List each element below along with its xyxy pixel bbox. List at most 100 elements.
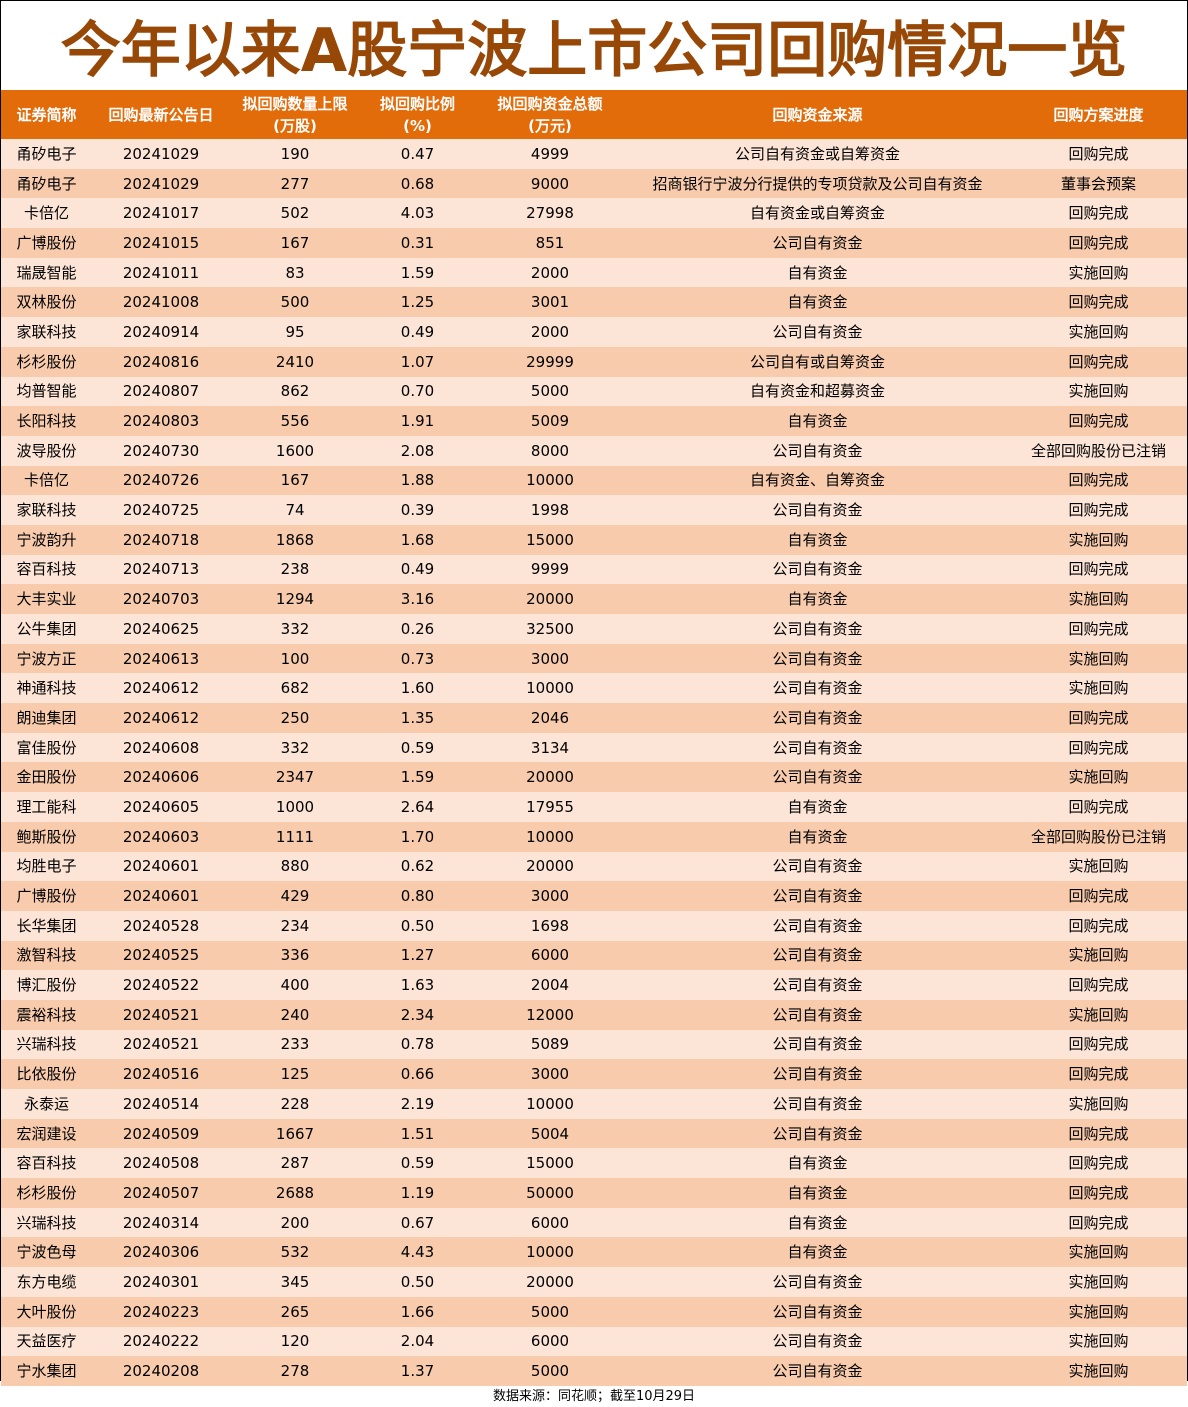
table-row: 甬矽电子 20241029 190 0.47 4999 公司自有资金或自筹资金 回购完成 bbox=[1, 139, 1187, 169]
cell-announce-date: 20240509 bbox=[92, 1118, 230, 1149]
cell-total-amount: 5000 bbox=[475, 1296, 625, 1327]
cell-stock-name: 容百科技 bbox=[1, 1148, 92, 1179]
cell-max-shares: 336 bbox=[230, 940, 360, 971]
cell-total-amount: 9999 bbox=[475, 554, 625, 585]
cell-fund-source: 公司自有资金 bbox=[625, 762, 1010, 793]
cell-progress: 实施回购 bbox=[1010, 1326, 1187, 1357]
cell-progress: 回购完成 bbox=[1010, 346, 1187, 377]
cell-fund-source: 自有资金 bbox=[625, 821, 1010, 852]
cell-announce-date: 20240612 bbox=[92, 703, 230, 733]
cell-total-amount: 20000 bbox=[475, 851, 625, 882]
cell-announce-date: 20240601 bbox=[92, 851, 230, 882]
cell-fund-source: 自有资金 bbox=[625, 584, 1010, 614]
cell-ratio: 1.27 bbox=[360, 940, 475, 971]
cell-total-amount: 9000 bbox=[475, 168, 625, 199]
table-row: 双林股份 20241008 500 1.25 3001 自有资金 回购完成 bbox=[1, 287, 1187, 318]
cell-stock-name: 甬矽电子 bbox=[1, 168, 92, 199]
cell-progress: 实施回购 bbox=[1010, 940, 1187, 971]
table-row: 均胜电子 20240601 880 0.62 20000 公司自有资金 实施回购 bbox=[1, 851, 1187, 882]
cell-stock-name: 金田股份 bbox=[1, 762, 92, 793]
table-row: 朗迪集团 20240612 250 1.35 2046 公司自有资金 回购完成 bbox=[1, 703, 1187, 733]
cell-max-shares: 880 bbox=[230, 851, 360, 882]
cell-progress: 实施回购 bbox=[1010, 643, 1187, 674]
cell-announce-date: 20240514 bbox=[92, 1089, 230, 1119]
cell-total-amount: 3000 bbox=[475, 1059, 625, 1089]
cell-announce-date: 20241029 bbox=[92, 168, 230, 199]
cell-announce-date: 20240522 bbox=[92, 970, 230, 1000]
cell-ratio: 0.26 bbox=[360, 614, 475, 644]
cell-progress: 回购完成 bbox=[1010, 881, 1187, 911]
cell-fund-source: 公司自有资金 bbox=[625, 1029, 1010, 1060]
cell-progress: 回购完成 bbox=[1010, 198, 1187, 229]
cell-total-amount: 2004 bbox=[475, 970, 625, 1000]
cell-ratio: 0.70 bbox=[360, 376, 475, 407]
table-row: 广博股份 20241015 167 0.31 851 公司自有资金 回购完成 bbox=[1, 228, 1187, 258]
column-header-label: 回购方案进度 bbox=[1053, 105, 1144, 124]
table-row: 均普智能 20240807 862 0.70 5000 自有资金和超募资金 实施回购 bbox=[1, 376, 1187, 407]
cell-total-amount: 10000 bbox=[475, 1089, 625, 1119]
cell-fund-source: 公司自有资金或自筹资金 bbox=[625, 139, 1010, 169]
cell-max-shares: 240 bbox=[230, 999, 360, 1030]
cell-progress: 实施回购 bbox=[1010, 762, 1187, 793]
table-row: 卡倍亿 20241017 502 4.03 27998 自有资金或自筹资金 回购完成 bbox=[1, 198, 1187, 229]
cell-max-shares: 277 bbox=[230, 168, 360, 199]
cell-fund-source: 公司自有资金 bbox=[625, 495, 1010, 525]
cell-max-shares: 190 bbox=[230, 139, 360, 169]
cell-progress: 实施回购 bbox=[1010, 257, 1187, 288]
cell-ratio: 0.68 bbox=[360, 168, 475, 199]
cell-max-shares: 100 bbox=[230, 643, 360, 674]
cell-stock-name: 永泰运 bbox=[1, 1089, 92, 1119]
cell-progress: 全部回购股份已注销 bbox=[1010, 821, 1187, 852]
cell-total-amount: 50000 bbox=[475, 1178, 625, 1208]
cell-stock-name: 长华集团 bbox=[1, 910, 92, 941]
cell-announce-date: 20240507 bbox=[92, 1178, 230, 1208]
cell-total-amount: 10000 bbox=[475, 465, 625, 496]
table-row: 激智科技 20240525 336 1.27 6000 公司自有资金 实施回购 bbox=[1, 940, 1187, 971]
cell-announce-date: 20240605 bbox=[92, 792, 230, 822]
cell-announce-date: 20240528 bbox=[92, 910, 230, 941]
cell-ratio: 1.37 bbox=[360, 1356, 475, 1386]
cell-total-amount: 5009 bbox=[475, 406, 625, 436]
cell-stock-name: 广博股份 bbox=[1, 881, 92, 911]
cell-ratio: 1.51 bbox=[360, 1118, 475, 1149]
cell-fund-source: 公司自有资金 bbox=[625, 999, 1010, 1030]
cell-stock-name: 宁波色母 bbox=[1, 1237, 92, 1268]
cell-fund-source: 公司自有资金 bbox=[625, 1118, 1010, 1149]
cell-fund-source: 自有资金和超募资金 bbox=[625, 376, 1010, 407]
cell-progress: 实施回购 bbox=[1010, 673, 1187, 704]
table-header-row: 证券简称 回购最新公告日 拟回购数量上限 (万股) 拟回购比例 (%) 拟回购资金总额 (万元… bbox=[1, 90, 1187, 139]
table-row: 容百科技 20240713 238 0.49 9999 公司自有资金 回购完成 bbox=[1, 554, 1187, 585]
cell-max-shares: 2347 bbox=[230, 762, 360, 793]
cell-announce-date: 20240301 bbox=[92, 1267, 230, 1297]
column-header-unit: (%) bbox=[403, 116, 432, 135]
cell-stock-name: 比依股份 bbox=[1, 1059, 92, 1089]
cell-stock-name: 理工能科 bbox=[1, 792, 92, 822]
cell-ratio: 2.08 bbox=[360, 435, 475, 466]
table-row: 兴瑞科技 20240521 233 0.78 5089 公司自有资金 回购完成 bbox=[1, 1029, 1187, 1060]
cell-announce-date: 20240223 bbox=[92, 1296, 230, 1327]
cell-max-shares: 429 bbox=[230, 881, 360, 911]
cell-stock-name: 公牛集团 bbox=[1, 614, 92, 644]
cell-max-shares: 556 bbox=[230, 406, 360, 436]
table-row: 宁水集团 20240208 278 1.37 5000 公司自有资金 实施回购 bbox=[1, 1356, 1187, 1386]
table-row: 广博股份 20240601 429 0.80 3000 公司自有资金 回购完成 bbox=[1, 881, 1187, 911]
cell-announce-date: 20240306 bbox=[92, 1237, 230, 1268]
cell-fund-source: 公司自有资金 bbox=[625, 317, 1010, 347]
table-row: 比依股份 20240516 125 0.66 3000 公司自有资金 回购完成 bbox=[1, 1059, 1187, 1089]
cell-stock-name: 宏润建设 bbox=[1, 1118, 92, 1149]
cell-fund-source: 自有资金 bbox=[625, 792, 1010, 822]
cell-announce-date: 20240625 bbox=[92, 614, 230, 644]
table-row: 公牛集团 20240625 332 0.26 32500 公司自有资金 回购完成 bbox=[1, 614, 1187, 644]
cell-announce-date: 20240208 bbox=[92, 1356, 230, 1386]
cell-total-amount: 5004 bbox=[475, 1118, 625, 1149]
cell-max-shares: 200 bbox=[230, 1207, 360, 1238]
column-header-label: 拟回购数量上限 bbox=[242, 94, 348, 113]
cell-total-amount: 12000 bbox=[475, 999, 625, 1030]
cell-ratio: 0.73 bbox=[360, 643, 475, 674]
cell-total-amount: 2000 bbox=[475, 317, 625, 347]
cell-fund-source: 自有资金 bbox=[625, 524, 1010, 555]
cell-fund-source: 公司自有资金 bbox=[625, 1326, 1010, 1357]
cell-ratio: 1.91 bbox=[360, 406, 475, 436]
table-row: 宁波方正 20240613 100 0.73 3000 公司自有资金 实施回购 bbox=[1, 643, 1187, 674]
